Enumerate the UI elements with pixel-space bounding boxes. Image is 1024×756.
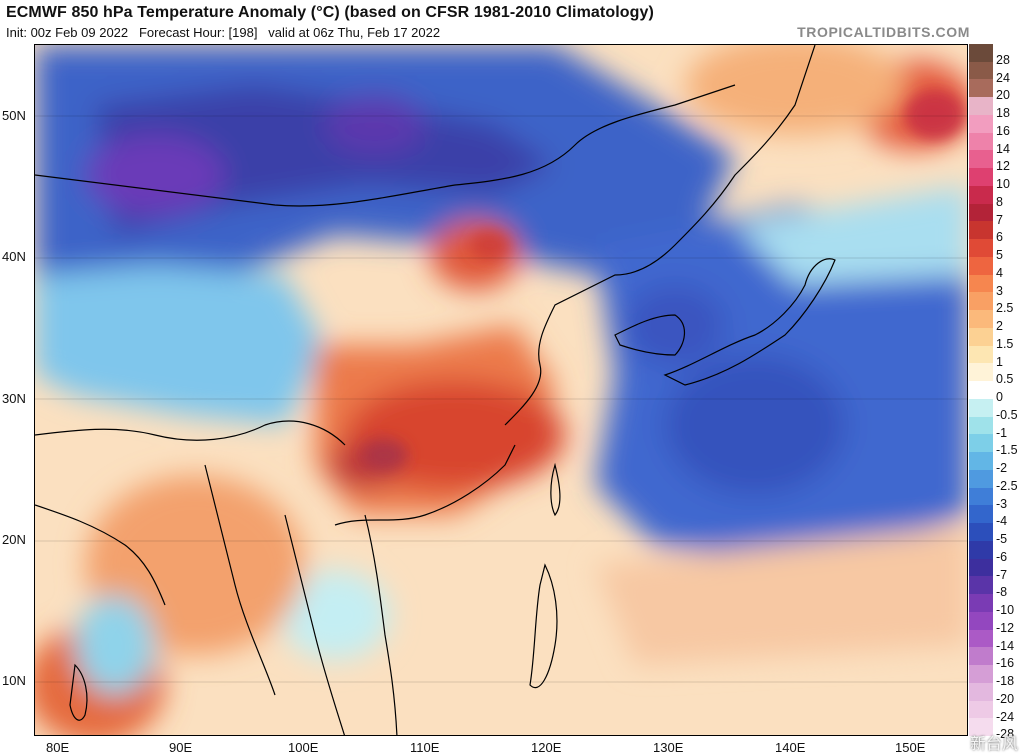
colorbar-label: -10 <box>996 603 1015 618</box>
colorbar-swatch <box>969 292 993 311</box>
chart-subtitle: Init: 00z Feb 09 2022 Forecast Hour: [19… <box>6 25 441 40</box>
colorbar-swatch <box>969 398 993 418</box>
colorbar-swatch <box>969 576 993 595</box>
colorbar-swatch <box>969 594 993 613</box>
watermark: 新台风 <box>969 736 1018 753</box>
colorbar-swatch <box>969 718 993 737</box>
colorbar-swatch <box>969 44 993 63</box>
colorbar-swatch <box>969 185 993 205</box>
colorbar-label: -5 <box>996 532 1008 547</box>
lat-label-30n: 30N <box>2 391 26 406</box>
lat-label-50n: 50N <box>2 108 26 123</box>
lat-label-20n: 20N <box>2 532 26 547</box>
colorbar-swatch <box>969 505 993 524</box>
lon-label-140e: 140E <box>775 740 806 755</box>
colorbar-label: -3 <box>996 496 1008 511</box>
colorbar-label: 14 <box>996 141 1010 156</box>
colorbar-label: -1 <box>996 425 1008 440</box>
temperature-anomaly-map <box>35 45 967 735</box>
colorbar-swatch <box>969 150 993 169</box>
colorbar-label: -12 <box>996 620 1015 635</box>
site-credit: TROPICALTIDBITS.COM <box>797 24 970 40</box>
colorbar-label: -18 <box>996 674 1015 689</box>
colorbar-swatch <box>969 452 993 471</box>
colorbar-label: 18 <box>996 106 1010 121</box>
lon-label-120e: 120E <box>531 740 562 755</box>
colorbar-swatch <box>969 256 993 276</box>
colorbar-swatch <box>969 611 993 631</box>
colorbar-label: 1.5 <box>996 336 1014 351</box>
colorbar-label: -2 <box>996 461 1008 476</box>
colorbar-label: -24 <box>996 709 1015 724</box>
colorbar-label: -2.5 <box>996 478 1018 493</box>
lon-label-80e: 80E <box>46 740 70 755</box>
colorbar-label: -28 <box>996 727 1015 742</box>
chart-title: ECMWF 850 hPa Temperature Anomaly (°C) (… <box>6 4 654 21</box>
colorbar-label: 20 <box>996 88 1010 103</box>
colorbar-swatch <box>969 203 993 222</box>
colorbar-label: 28 <box>996 53 1010 67</box>
colorbar-label: -0.5 <box>996 407 1018 422</box>
colorbar-swatch <box>969 416 993 435</box>
colorbar-label: -1.5 <box>996 443 1018 458</box>
lon-label-110e: 110E <box>410 740 440 755</box>
colorbar-swatch <box>969 665 993 684</box>
colorbar-swatch <box>969 487 993 506</box>
colorbar-swatch <box>969 700 993 719</box>
colorbar-label: 12 <box>996 159 1010 174</box>
colorbar-label: 8 <box>996 194 1003 209</box>
map-panel <box>34 44 968 736</box>
colorbar-label: 10 <box>996 177 1010 192</box>
lat-label-40n: 40N <box>2 249 26 264</box>
colorbar-swatch <box>969 469 993 489</box>
colorbar-swatch <box>969 239 993 258</box>
colorbar-swatch <box>969 79 993 98</box>
colorbar-label: 5 <box>996 248 1003 263</box>
colorbar-label: 7 <box>996 212 1003 227</box>
colorbar-swatch <box>969 381 993 400</box>
colorbar-label: -14 <box>996 638 1015 653</box>
colorbar-swatch <box>969 168 993 187</box>
colorbar-swatch <box>969 114 993 134</box>
lon-label-130e: 130E <box>653 740 684 755</box>
colorbar-label: -6 <box>996 549 1008 564</box>
colorbar-swatch <box>969 523 993 542</box>
colorbar-label: 4 <box>996 265 1003 280</box>
colorbar-label: 0 <box>996 390 1003 405</box>
colorbar-swatch <box>969 310 993 329</box>
colorbar-label: -8 <box>996 585 1008 600</box>
colorbar-label: 2.5 <box>996 301 1014 316</box>
colorbar-swatch <box>969 132 993 151</box>
colorbar-label: 24 <box>996 70 1010 85</box>
lat-label-10n: 10N <box>2 673 26 688</box>
colorbar-swatch <box>969 558 993 577</box>
lon-label-100e: 100E <box>288 740 319 755</box>
colorbar-swatch <box>969 327 993 347</box>
colorbar-swatch <box>969 434 993 453</box>
colorbar-label: 6 <box>996 230 1003 245</box>
lon-label-90e: 90E <box>169 740 193 755</box>
colorbar-swatch <box>969 540 993 560</box>
colorbar-swatch <box>969 682 993 701</box>
colorbar-swatch <box>969 647 993 666</box>
colorbar-label: -7 <box>996 567 1008 582</box>
colorbar-label: 1 <box>996 354 1003 369</box>
colorbar-label: -16 <box>996 656 1015 671</box>
colorbar-swatch <box>969 274 993 293</box>
colorbar-legend: 28 24 20 18 16 14 12 10 8 7 6 5 4 3 2.5 2 1.5 1 0.5 0 -0.5 -1… <box>969 44 1024 741</box>
colorbar-swatch <box>969 363 993 382</box>
colorbar-swatch <box>969 61 993 80</box>
colorbar-label: -20 <box>996 691 1015 706</box>
colorbar-label: -4 <box>996 514 1008 529</box>
colorbar-swatch <box>969 221 993 240</box>
colorbar-swatch <box>969 97 993 116</box>
colorbar-swatch <box>969 629 993 648</box>
colorbar-label: 16 <box>996 123 1010 138</box>
colorbar-label: 2 <box>996 319 1003 334</box>
colorbar-label: 0.5 <box>996 372 1014 387</box>
colorbar-label: 3 <box>996 283 1003 298</box>
lon-label-150e: 150E <box>895 740 926 755</box>
colorbar-swatch <box>969 345 993 364</box>
